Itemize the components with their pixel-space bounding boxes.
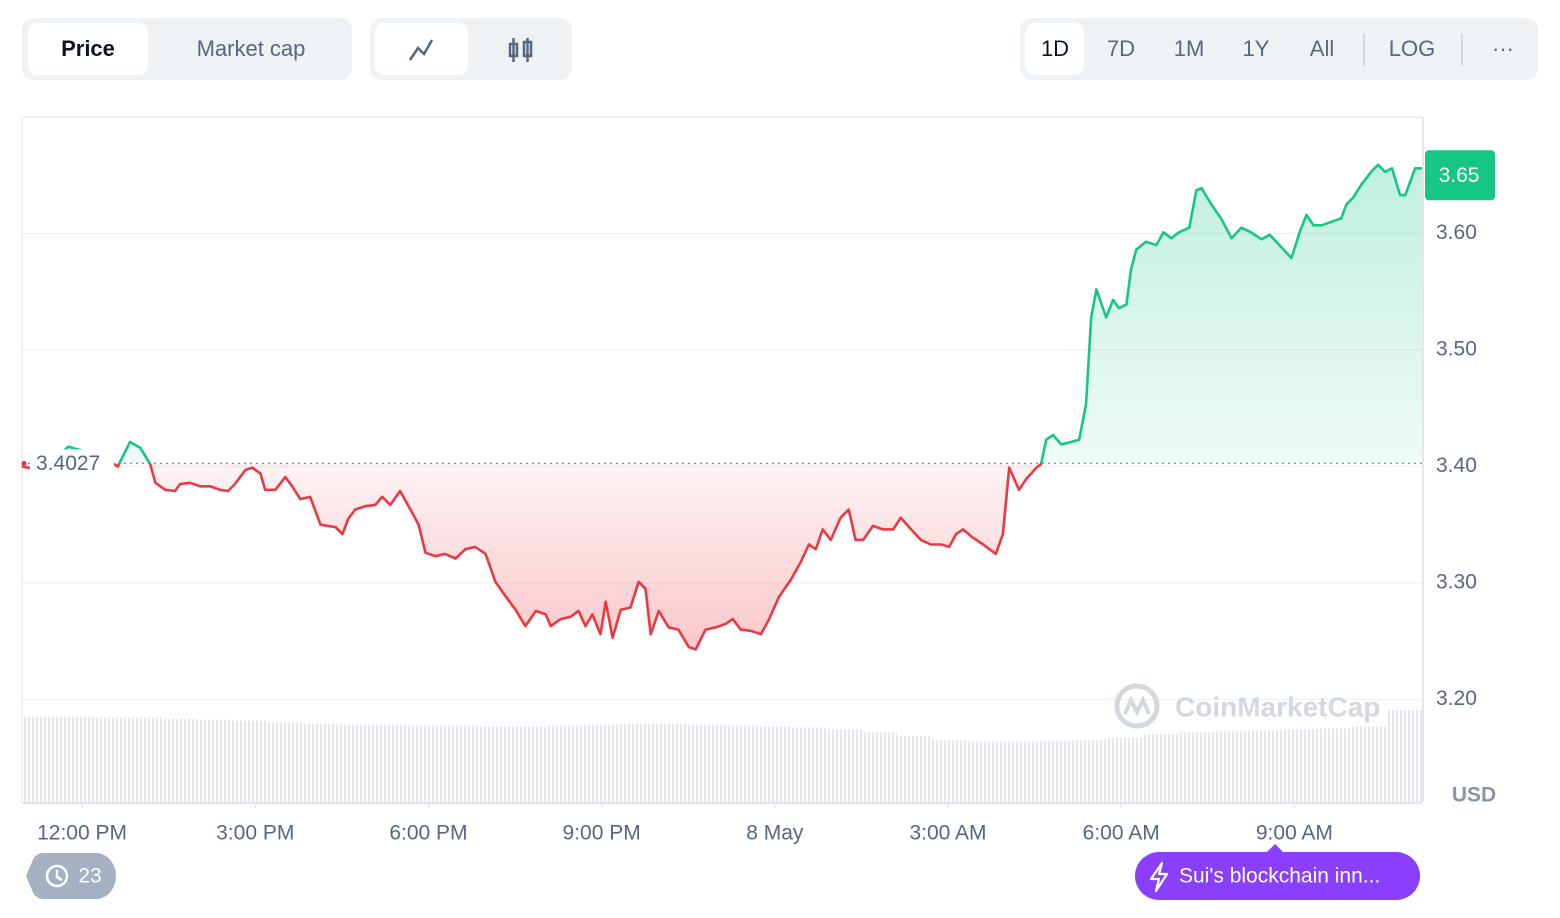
volume-bar [792,727,827,802]
range-all[interactable]: All [1310,36,1334,61]
area-fill [22,164,1422,650]
history-badge[interactable]: 23 [26,853,116,899]
volume-bar [1072,740,1107,802]
volume-bar [1107,738,1142,802]
x-tick-label: 6:00 AM [1083,822,1160,845]
volume-bar [57,716,92,802]
volume-bar [232,720,267,802]
active-tab [28,23,148,75]
volume-bar [267,722,302,802]
volume-bar [757,726,792,802]
y-tick-label: 3.50 [1436,338,1477,361]
volume-bar [1002,741,1037,802]
volume-bar [617,723,652,802]
news-pill[interactable]: Sui's blockchain inn... [1135,844,1420,900]
volume-bar [897,736,932,802]
line-icon [408,39,434,61]
log-toggle[interactable]: LOG [1389,36,1435,61]
volume-bar [1387,710,1422,802]
volume-bar [1142,734,1177,802]
x-tick-label: 12:00 PM [37,822,127,845]
volume-bar [1177,732,1212,802]
volume-bar [1317,728,1352,802]
volume-bar [162,718,197,802]
volume-bar [477,726,512,802]
volume-bar [1282,729,1317,802]
volume-bar [967,741,1002,802]
baseline-label-bg [30,449,114,478]
price-line [21,163,1422,651]
x-tick-label: 8 May [746,822,804,845]
volume-bar [512,726,547,802]
watermark: CoinMarketCap [1114,683,1380,729]
currency-label: USD [1452,784,1496,807]
volume-bar [862,732,897,802]
tab-market-cap[interactable]: Market cap [197,36,306,61]
volume-bar [127,717,162,802]
range-7d[interactable]: 7D [1107,36,1135,61]
volume-bar [932,740,967,802]
y-tick-label: 3.30 [1436,571,1477,594]
range-1y[interactable]: 1Y [1243,36,1270,61]
volume-bar [372,724,407,802]
watermark-text: CoinMarketCap [1175,691,1380,722]
candle-button[interactable] [508,38,533,62]
volume-bar [337,724,372,802]
current-price-badge [1425,150,1495,201]
volume-bar [1247,730,1282,802]
volume-bar [687,724,722,802]
news-text: Sui's blockchain inn... [1179,865,1380,888]
volume-bar [1212,731,1247,802]
x-tick-label: 6:00 PM [389,822,467,845]
volume-bar [302,723,337,802]
x-tick-label: 9:00 PM [563,822,641,845]
history-count: 23 [78,865,101,888]
volume-bar [827,729,862,802]
y-tick-label: 3.60 [1436,221,1477,244]
x-tick-label: 9:00 AM [1256,822,1333,845]
baseline-label: 3.4027 [36,452,100,475]
active-range [1025,23,1084,75]
more-button[interactable]: ··· [1492,36,1514,61]
volume-bar [442,725,477,802]
volume-bar [407,725,442,802]
volume-bar [1352,726,1387,802]
volume-bar [582,724,617,802]
volume-bar [92,717,127,802]
range-switch [1020,18,1538,80]
line-button[interactable] [375,23,468,75]
volume-bar [547,725,582,802]
current-price-label: 3.65 [1439,164,1480,187]
range-1d[interactable]: 1D [1041,36,1069,61]
y-tick-label: 3.40 [1436,454,1477,477]
plot: 3.20 3.30 3.40 3.50 3.60 12:00 PM 3:00 PM 6:00 … [21,150,1495,845]
volume-bar [722,725,757,802]
volume-bar [1037,740,1072,802]
y-tick-label: 3.20 [1436,687,1477,710]
volume-bar [652,723,687,802]
tab-price[interactable]: Price [61,36,115,61]
volume-bar [197,719,232,802]
volume-bar [22,716,57,802]
x-tick-label: 3:00 PM [216,822,294,845]
range-1m[interactable]: 1M [1174,36,1205,61]
x-tick-label: 3:00 AM [909,822,986,845]
baseline-dot [21,460,27,466]
